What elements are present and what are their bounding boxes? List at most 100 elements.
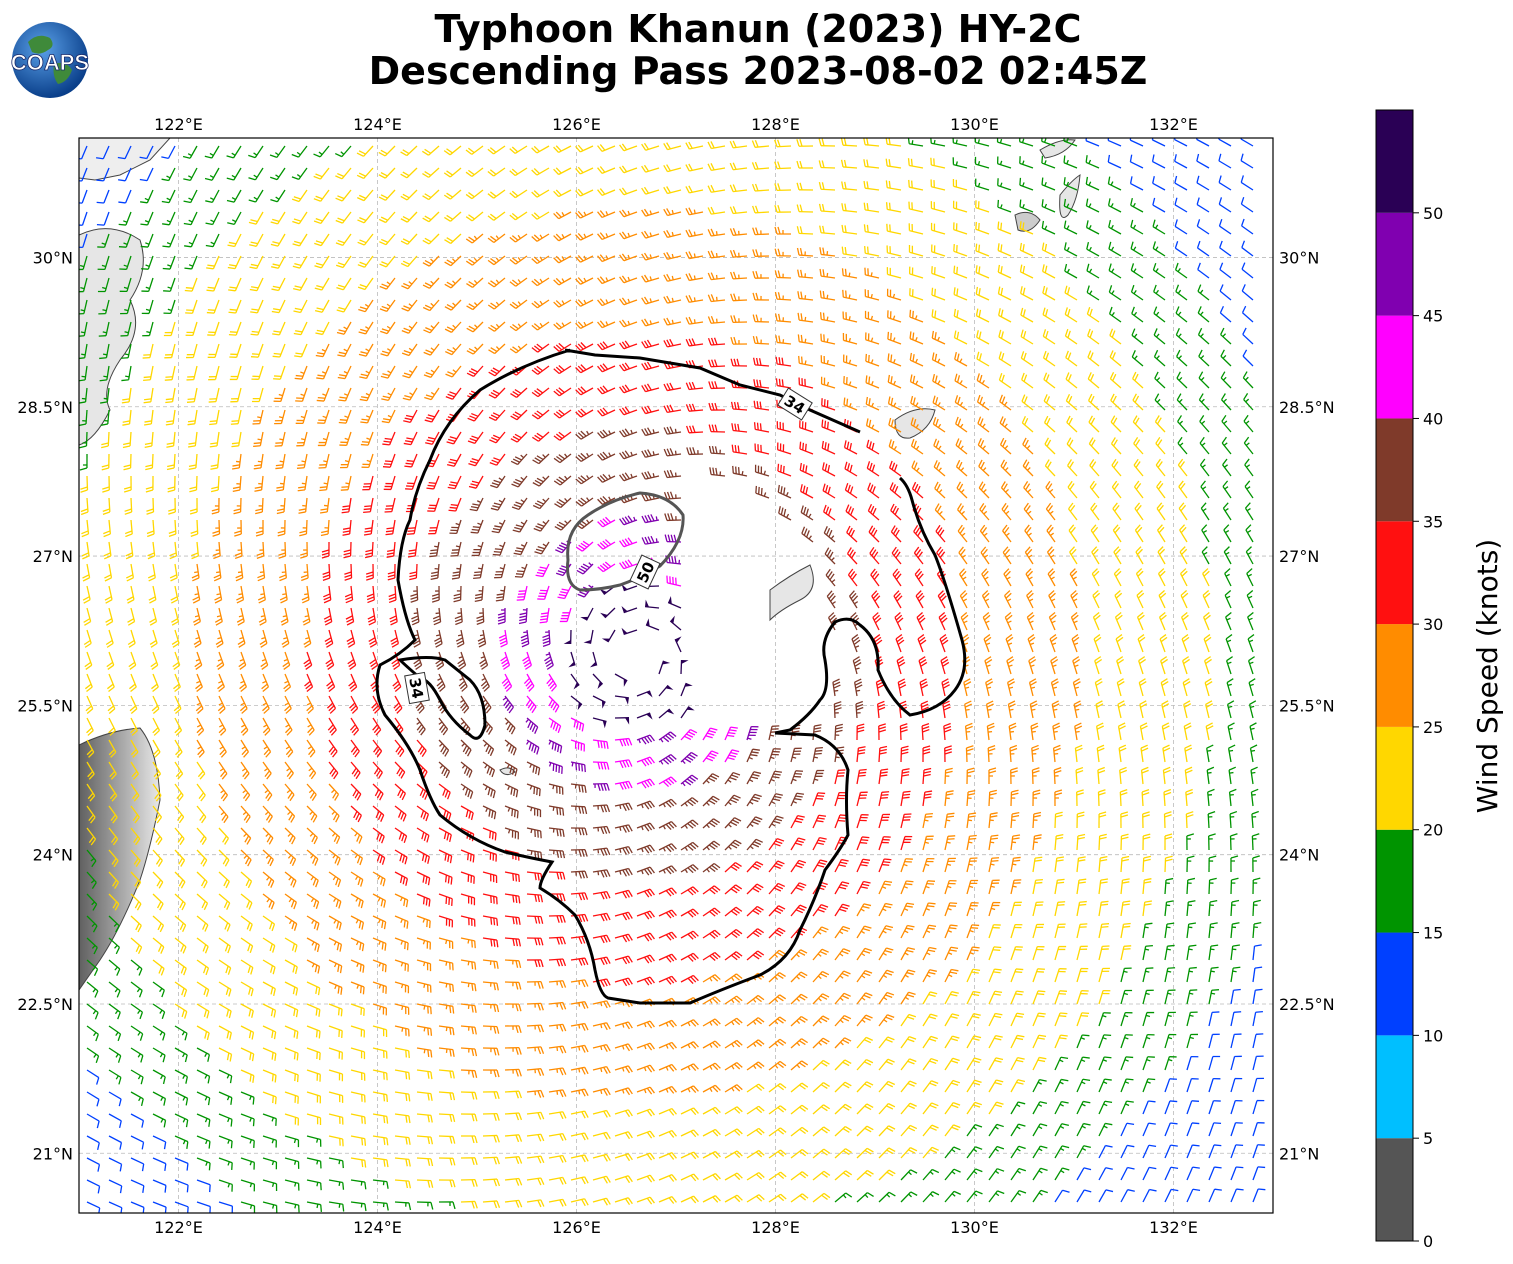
wind-barb [707, 294, 726, 303]
wind-barb [531, 167, 550, 176]
wind-barb [641, 252, 660, 261]
wind-barb [975, 243, 990, 257]
wind-barb [1041, 242, 1056, 257]
wind-barb [1241, 218, 1254, 235]
wind-barb [953, 265, 968, 279]
wind-barb [1063, 242, 1078, 257]
wind-barb [465, 211, 484, 222]
wind-barb [975, 308, 990, 323]
wind-barb [1220, 327, 1232, 345]
wind-barb [1174, 175, 1188, 191]
logo-text: COAPS [11, 50, 89, 75]
wind-barb [930, 222, 946, 235]
colorbar-tick-label: 25 [1423, 718, 1443, 737]
wind-barb [1041, 138, 1056, 147]
wind-barb [953, 287, 968, 301]
wind-barb [797, 312, 814, 323]
wind-barb [774, 248, 792, 257]
wind-barb [663, 338, 682, 348]
wind-barb [863, 224, 880, 235]
wind-barb [273, 365, 286, 380]
wind-barb [1041, 155, 1056, 169]
wind-barb [1175, 306, 1188, 323]
wind-barb [819, 290, 836, 301]
wind-barb [272, 321, 286, 336]
wind-barb [487, 299, 506, 310]
wind-barb [293, 321, 308, 336]
wind-barb [1174, 241, 1188, 257]
wind-barb [796, 226, 814, 235]
wind-barb [1107, 176, 1122, 191]
wind-barb [248, 211, 264, 225]
wind-barb [335, 233, 352, 246]
wind-barb [1020, 286, 1034, 301]
wind-barb [1152, 219, 1166, 235]
wind-barb [775, 335, 792, 345]
wind-barb [1041, 177, 1056, 191]
wind-barb [930, 157, 946, 169]
wind-barb [597, 210, 616, 219]
wind-barb [909, 309, 924, 323]
lat-tick-right: 24°N [1279, 846, 1319, 865]
wind-barb [98, 321, 110, 337]
title-line-1: Typhoon Khanun (2023) HY-2C [434, 7, 1082, 51]
wind-barb [774, 183, 792, 192]
wind-barb [685, 251, 704, 260]
lat-tick-left: 30°N [33, 248, 73, 267]
wind-barb [1219, 240, 1232, 257]
wind-barb [931, 244, 946, 257]
colorbar-tick-label: 35 [1423, 512, 1443, 531]
wind-barb [997, 221, 1012, 235]
wind-barb [1042, 285, 1056, 301]
wind-barb [796, 204, 814, 213]
wind-barb [1174, 197, 1188, 213]
coaps-logo: COAPS [10, 22, 90, 98]
wind-barb [140, 189, 154, 204]
wind-barb [400, 233, 418, 245]
colorbar-tick-label: 20 [1423, 821, 1443, 840]
wind-barb [208, 365, 220, 381]
wind-barb [729, 271, 748, 280]
wind-barb [1019, 177, 1034, 191]
wind-barb [163, 321, 176, 337]
lon-tick-bottom: 130°E [950, 1218, 999, 1237]
colorbar-bin [1376, 1138, 1413, 1241]
wind-barb [952, 138, 968, 147]
wind-barb [140, 233, 154, 248]
wind-barb [400, 145, 418, 157]
wind-barb [422, 299, 440, 312]
wind-barb [1064, 285, 1078, 301]
wind-barb [1196, 240, 1210, 257]
wind-barb [796, 247, 814, 257]
wind-barb [531, 211, 550, 220]
wind-barb [575, 299, 594, 307]
wind-barb [531, 189, 550, 198]
wind-barb [930, 138, 946, 147]
wind-barb [335, 167, 352, 180]
wind-barb [1241, 262, 1254, 279]
wind-barb [597, 232, 616, 241]
wind-barb [270, 233, 286, 247]
wind-barb [228, 321, 242, 336]
wind-barb [707, 163, 726, 172]
wind-barb [335, 189, 352, 202]
colorbar-bin [1376, 829, 1413, 933]
wind-barb [619, 297, 638, 306]
wind-barb [293, 299, 308, 314]
wind-barb [356, 167, 374, 180]
wind-barb [99, 365, 110, 382]
wind-barb [575, 277, 594, 285]
wind-barb [685, 316, 704, 325]
wind-barb [270, 211, 286, 225]
wind-barb [293, 277, 308, 291]
wind-barb [380, 365, 396, 379]
wind-barb [79, 343, 88, 360]
wind-barb [143, 365, 154, 382]
wind-barb [619, 143, 638, 152]
wind-barb [553, 233, 572, 242]
wind-barb [974, 178, 990, 191]
wind-barb [774, 270, 792, 279]
lon-tick-bottom: 128°E [751, 1218, 800, 1237]
wind-barb [142, 343, 154, 359]
